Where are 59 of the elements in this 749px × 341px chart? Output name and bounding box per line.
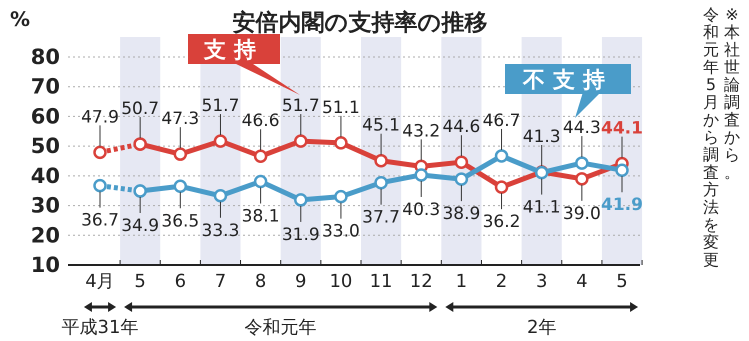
- data-label: 47.9: [81, 107, 119, 128]
- data-label: 45.1: [362, 116, 400, 136]
- data-label: 37.7: [362, 208, 400, 228]
- x-tick-label: 6: [174, 271, 186, 292]
- x-tick-label: 2: [496, 271, 508, 292]
- data-label: 38.9: [442, 204, 480, 224]
- data-label: 43.2: [402, 121, 440, 142]
- data-label: 46.7: [482, 110, 520, 131]
- data-label: 36.2: [482, 212, 520, 232]
- x-tick-label: 9: [295, 271, 306, 292]
- data-label: 44.1: [601, 118, 643, 139]
- chart-title: 安倍内閣の支持率の推移: [232, 9, 488, 36]
- y-tick-label: 80: [30, 45, 60, 69]
- data-label: 46.6: [242, 111, 280, 132]
- data-label: 31.9: [282, 224, 320, 245]
- data-label: 44.3: [562, 118, 601, 138]
- data-label: 51.7: [282, 96, 320, 116]
- text: 支持: [203, 38, 264, 63]
- x-tick-label: 10: [329, 271, 352, 292]
- y-axis-title: %: [10, 7, 30, 31]
- x-tick-label: 8: [254, 271, 266, 292]
- y-tick-label: 70: [30, 74, 60, 99]
- y-tick-label: 60: [30, 104, 60, 128]
- data-label: 41.3: [522, 126, 561, 147]
- text: 不支持: [522, 68, 613, 93]
- data-label: 44.6: [442, 117, 480, 138]
- text: ※本社世論調査から。: [724, 5, 740, 182]
- x-tick-label: 11: [370, 271, 393, 292]
- text: 平成31年: [62, 317, 138, 338]
- x-tick-label: 5: [134, 271, 146, 292]
- data-label: 41.1: [522, 198, 561, 218]
- data-label: 41.9: [601, 195, 643, 216]
- y-tick-label: 50: [30, 134, 60, 158]
- data-label: 40.3: [402, 200, 440, 220]
- data-label: 39.0: [562, 204, 601, 224]
- y-tick-label: 40: [30, 164, 60, 188]
- y-tick-label: 10: [30, 253, 60, 277]
- x-tick-label: 7: [214, 271, 226, 292]
- data-label: 51.7: [202, 96, 240, 116]
- data-label: 34.9: [121, 216, 160, 236]
- x-tick-label: 1: [456, 271, 468, 292]
- data-label: 47.3: [161, 109, 200, 130]
- x-tick-label: 4: [576, 271, 588, 292]
- x-tick-label: 4月: [85, 271, 115, 292]
- data-label: 33.0: [322, 222, 360, 242]
- y-tick-label: 30: [30, 194, 60, 218]
- data-label: 36.5: [161, 211, 200, 232]
- x-tick-label: 12: [410, 271, 433, 292]
- text: 令和元年: [244, 317, 317, 338]
- x-tick-label: 5: [616, 271, 628, 292]
- data-label: 50.7: [121, 99, 160, 120]
- x-tick-label: 3: [536, 271, 548, 292]
- data-label: 33.3: [202, 220, 240, 241]
- text: 2年: [526, 317, 556, 338]
- data-label: 51.1: [322, 98, 360, 118]
- data-label: 36.7: [81, 210, 119, 231]
- text: 令和元年5月から調査方法を変更: [703, 5, 719, 269]
- y-tick-label: 20: [30, 223, 60, 248]
- data-label: 38.1: [242, 206, 280, 227]
